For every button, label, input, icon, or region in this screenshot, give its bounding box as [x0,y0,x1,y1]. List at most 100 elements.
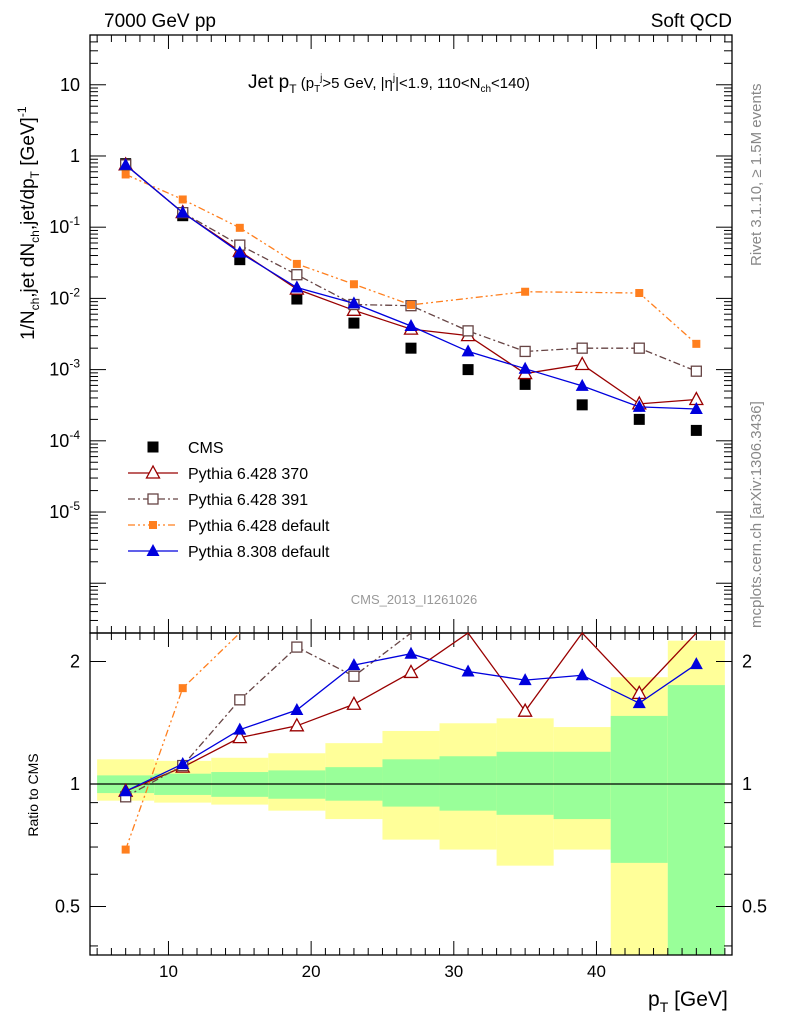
band-inner-bin [496,751,554,815]
data-point-pythia8_default [461,344,475,357]
main-y-tick-label: 10-1 [49,214,80,237]
data-point-pythia8_default [119,157,133,170]
data-point-pythia8_default [290,280,304,293]
ratio-y-tick-label-right: 0.5 [742,896,767,916]
ratio-point-pythia8_default [233,722,247,735]
ratio-point-pythia6_default [121,845,130,854]
data-point-pythia8_default [347,296,361,309]
ratio-line-pythia6_default [125,632,241,850]
data-point-pythia6_default [292,259,301,268]
main-y-tick-label: 10-4 [49,428,80,451]
ratio-y-tick-label: 1 [70,774,80,794]
data-point-cms [348,317,360,329]
data-point-pythia6_391 [519,345,531,358]
ratio-point-pythia6_391 [234,694,246,706]
band-inner-bin [610,715,668,863]
ratio-point-pythia6_370 [289,717,305,732]
legend-label-pythia8_default: Pythia 8.308 default [188,544,330,561]
x-tick-label: 30 [444,962,463,981]
series-line-pythia6_391 [125,164,697,372]
band-inner-bin [382,759,440,807]
legend-label-pythia6_default: Pythia 6.428 default [188,518,330,535]
data-point-pythia8_default [518,361,532,374]
main-y-tick-label: 10-5 [49,499,80,522]
data-point-pythia6_391 [633,342,645,354]
ratio-ylabel: Ratio to CMS [25,753,41,836]
main-ylabel: 1/Nch,jet dNch,jet/dpT [GeV]-1 [15,106,42,340]
data-point-cms [462,364,474,376]
category-label: Soft QCD [651,11,732,32]
frames-and-ticks: 10 20 30 40 10 1 10-1 10-2 10-3 10-4 10-5 0.5 0.5 1 1 2… [49,34,767,981]
x-axis-label: pT [GeV] [648,988,728,1015]
data-point-pythia6_370 [574,356,590,371]
ratio-point-pythia6_370 [346,695,362,710]
series-line-pythia8_default [125,164,697,410]
data-point-pythia6_391 [576,342,588,354]
data-point-pythia6_default [121,170,130,179]
data-point-pythia8_default [575,378,589,391]
data-point-pythia6_391 [291,269,303,281]
ratio-point-pythia8_default [347,658,361,671]
band-inner-bin [553,751,611,820]
ratio-point-pythia6_default [178,684,187,693]
x-tick-label: 10 [159,962,178,981]
ratio-point-pythia8_default [404,646,418,659]
data-point-pythia6_default [692,339,701,348]
ratio-point-pythia8_default [119,784,133,797]
ratio-y-tick-label: 0.5 [55,896,80,916]
data-point-pythia8_default [632,399,646,412]
ratio-point-pythia8_default [461,664,475,677]
ratio-point-pythia6_370 [403,664,419,679]
data-point-cms [291,293,303,305]
x-tick-label: 40 [587,962,606,981]
series-line-pythia6_370 [125,164,697,405]
legend-label-pythia6_391: Pythia 6.428 391 [188,492,308,509]
data-point-pythia8_default [689,401,703,414]
legend-marker-pythia8_default [146,544,160,556]
main-y-tick-label: 10 [60,75,80,95]
data-point-pythia6_default [521,287,530,296]
data-point-cms [576,399,588,411]
ratio-point-pythia8_default [290,703,304,716]
data-point-pythia8_default [233,245,247,258]
main-y-tick-label: 10-3 [49,357,80,380]
ratio-uncertainty-bands [90,640,732,955]
data-point-cms [405,342,417,354]
rivet-version: Rivet 3.1.10, ≥ 1.5M events [748,84,765,267]
data-point-pythia6_default [349,280,358,289]
ratio-point-pythia8_default [518,673,532,686]
legend-marker-pythia6_default [149,521,157,529]
data-point-pythia6_default [407,300,415,309]
series-line-pythia6_default [125,173,697,345]
data-point-pythia6_default [235,223,244,232]
data-point-pythia6_391 [690,365,702,377]
ratio-point-pythia8_default [575,668,589,681]
data-point-cms [519,378,531,390]
ratio-line-pythia6_391 [125,632,412,798]
main-y-tick-label: 10-2 [49,285,80,308]
ratio-point-pythia6_391 [291,641,303,653]
data-point-pythia6_default [635,289,644,298]
ratio-y-tick-label: 2 [70,652,80,672]
mcplots-source: mcplots.cern.ch [arXiv:1306.3436] [748,401,765,628]
ratio-point-pythia6_370 [232,729,248,744]
legend-marker-pythia6_370 [145,464,161,479]
legend-marker-cms [147,441,159,453]
legend-label-cms: CMS [188,440,224,457]
ratio-point-pythia6_391 [348,670,360,682]
ratio-point-pythia8_default [689,657,703,670]
data-point-pythia8_default [404,318,418,331]
beam-label: 7000 GeV pp [104,11,216,32]
ratio-point-pythia6_370 [517,702,533,717]
data-point-pythia6_default [178,195,187,204]
ratio-point-pythia8_default [632,696,646,709]
analysis-id: CMS_2013_I1261026 [351,592,478,607]
main-y-tick-label: 1 [70,146,80,166]
x-tick-label: 20 [302,962,321,981]
data-point-pythia8_default [176,205,190,218]
ratio-y-tick-label-right: 2 [742,652,752,672]
data-point-cms [234,254,246,266]
legend-marker-pythia6_391 [147,493,159,505]
data-point-pythia6_391 [462,325,474,337]
